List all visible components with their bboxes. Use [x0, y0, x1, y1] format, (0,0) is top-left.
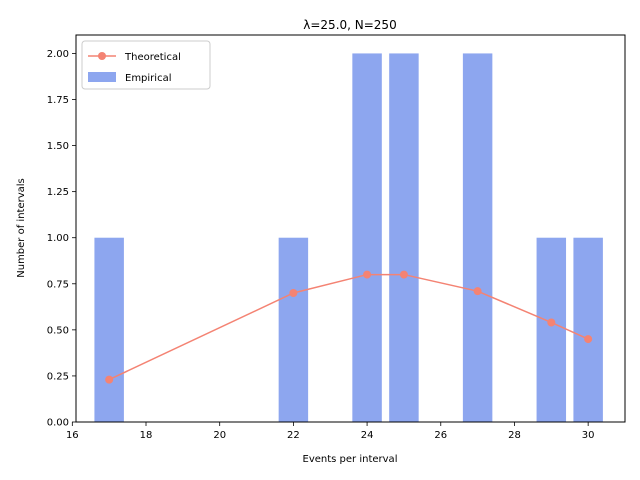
y-tick-label-0.75: 0.75 [47, 279, 69, 290]
x-tick-label-24: 24 [361, 430, 374, 441]
theoretical-point-29 [547, 318, 556, 327]
bar-25 [389, 53, 419, 423]
theoretical-point-22 [289, 289, 298, 297]
x-tick-label-20: 20 [213, 430, 226, 441]
theoretical-point-30 [584, 335, 593, 344]
legend: Theoretical Empirical [81, 40, 211, 90]
y-ticks: 0.00 0.25 0.50 0.75 1.00 1.25 1.50 1.75 2.00 [47, 49, 76, 429]
x-tick-label-26: 26 [434, 430, 447, 441]
legend-empirical-swatch [88, 72, 116, 82]
x-tick-label-16: 16 [66, 430, 79, 441]
axes-frame [75, 34, 626, 423]
bar-24 [352, 53, 382, 423]
x-tick-label-22: 22 [287, 430, 300, 441]
x-axis-label: Events per interval [303, 454, 398, 465]
y-tick-label-1.75: 1.75 [47, 95, 69, 106]
theoretical-point-24 [363, 270, 372, 279]
bar-27 [462, 53, 493, 423]
theoretical-line-group [105, 270, 593, 384]
y-axis-label: Number of intervals [16, 178, 27, 278]
y-tick-label-2.00: 2.00 [47, 49, 69, 60]
bar-29 [536, 237, 567, 422]
x-tick-label-18: 18 [140, 430, 153, 441]
y-tick-label-0.25: 0.25 [47, 371, 69, 382]
bars-group [94, 53, 603, 423]
x-tick-label-30: 30 [582, 430, 595, 441]
theoretical-point-27 [473, 287, 482, 296]
y-tick-label-1.25: 1.25 [47, 187, 69, 198]
bar-30 [573, 237, 603, 422]
chart-title: λ=25.0, N=250 [303, 18, 396, 32]
theoretical-point-17 [105, 375, 114, 384]
legend-empirical-label: Empirical [125, 73, 171, 84]
y-tick-label-1.50: 1.50 [47, 141, 69, 152]
legend-theoretical-marker [98, 52, 106, 60]
bar-17 [94, 237, 124, 422]
theoretical-point-25 [399, 270, 408, 279]
y-tick-label-0.50: 0.50 [47, 325, 69, 336]
x-ticks: 16 18 20 22 24 26 28 30 [66, 422, 595, 441]
theoretical-line [108, 273, 589, 381]
x-tick-label-28: 28 [508, 430, 521, 441]
legend-theoretical-label: Theoretical [124, 52, 181, 63]
y-tick-label-0.00: 0.00 [47, 418, 69, 429]
y-tick-label-1.00: 1.00 [47, 233, 69, 244]
bar-22 [278, 237, 309, 422]
